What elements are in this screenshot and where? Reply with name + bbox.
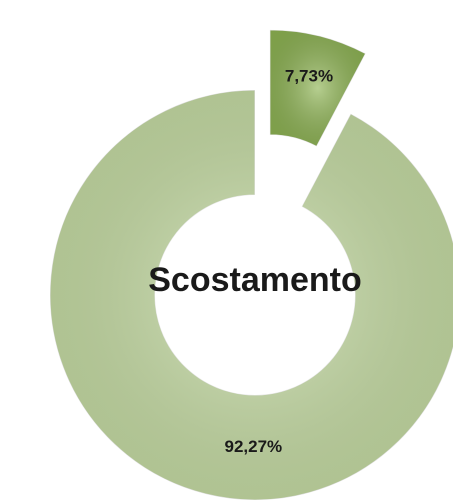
center-title: Scostamento <box>148 261 362 299</box>
slice-shade <box>269 29 366 147</box>
data-label: 7,73% <box>285 67 333 86</box>
slices <box>49 29 453 501</box>
slice-shade <box>50 90 453 500</box>
data-label: 92,27% <box>224 437 282 456</box>
